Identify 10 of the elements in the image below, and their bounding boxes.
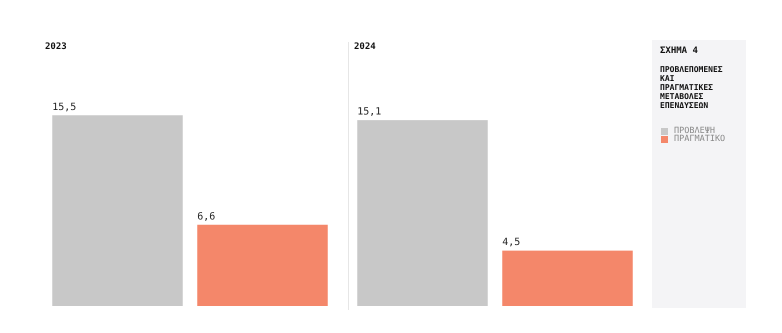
legend-label: ΠΡΑΓΜΑΤΙΚΟ xyxy=(674,134,726,144)
text: ΣΧΗΜΑ 4 xyxy=(660,46,699,56)
text: ΠΡΟΒΛΕΠΟΜΕΝΕΣ ΚΑΙ ΠΡΑΓΜΑΤΙΚΕΣ ΜΕΤΑΒΟΛΕΣ ΕΠΕΝΔΥΣΕΩΝ xyxy=(660,65,724,110)
data-label: 4,5 xyxy=(502,237,520,248)
data-label: 6,6 xyxy=(197,211,216,222)
chart-title: 2023 xyxy=(45,42,68,54)
data-label: 15,5 xyxy=(52,102,76,113)
chart-title: 2024 xyxy=(354,42,377,54)
data-label: 15,1 xyxy=(357,106,382,118)
legend-label: ΠΡΟΒΛΕΨΗ xyxy=(674,126,715,136)
